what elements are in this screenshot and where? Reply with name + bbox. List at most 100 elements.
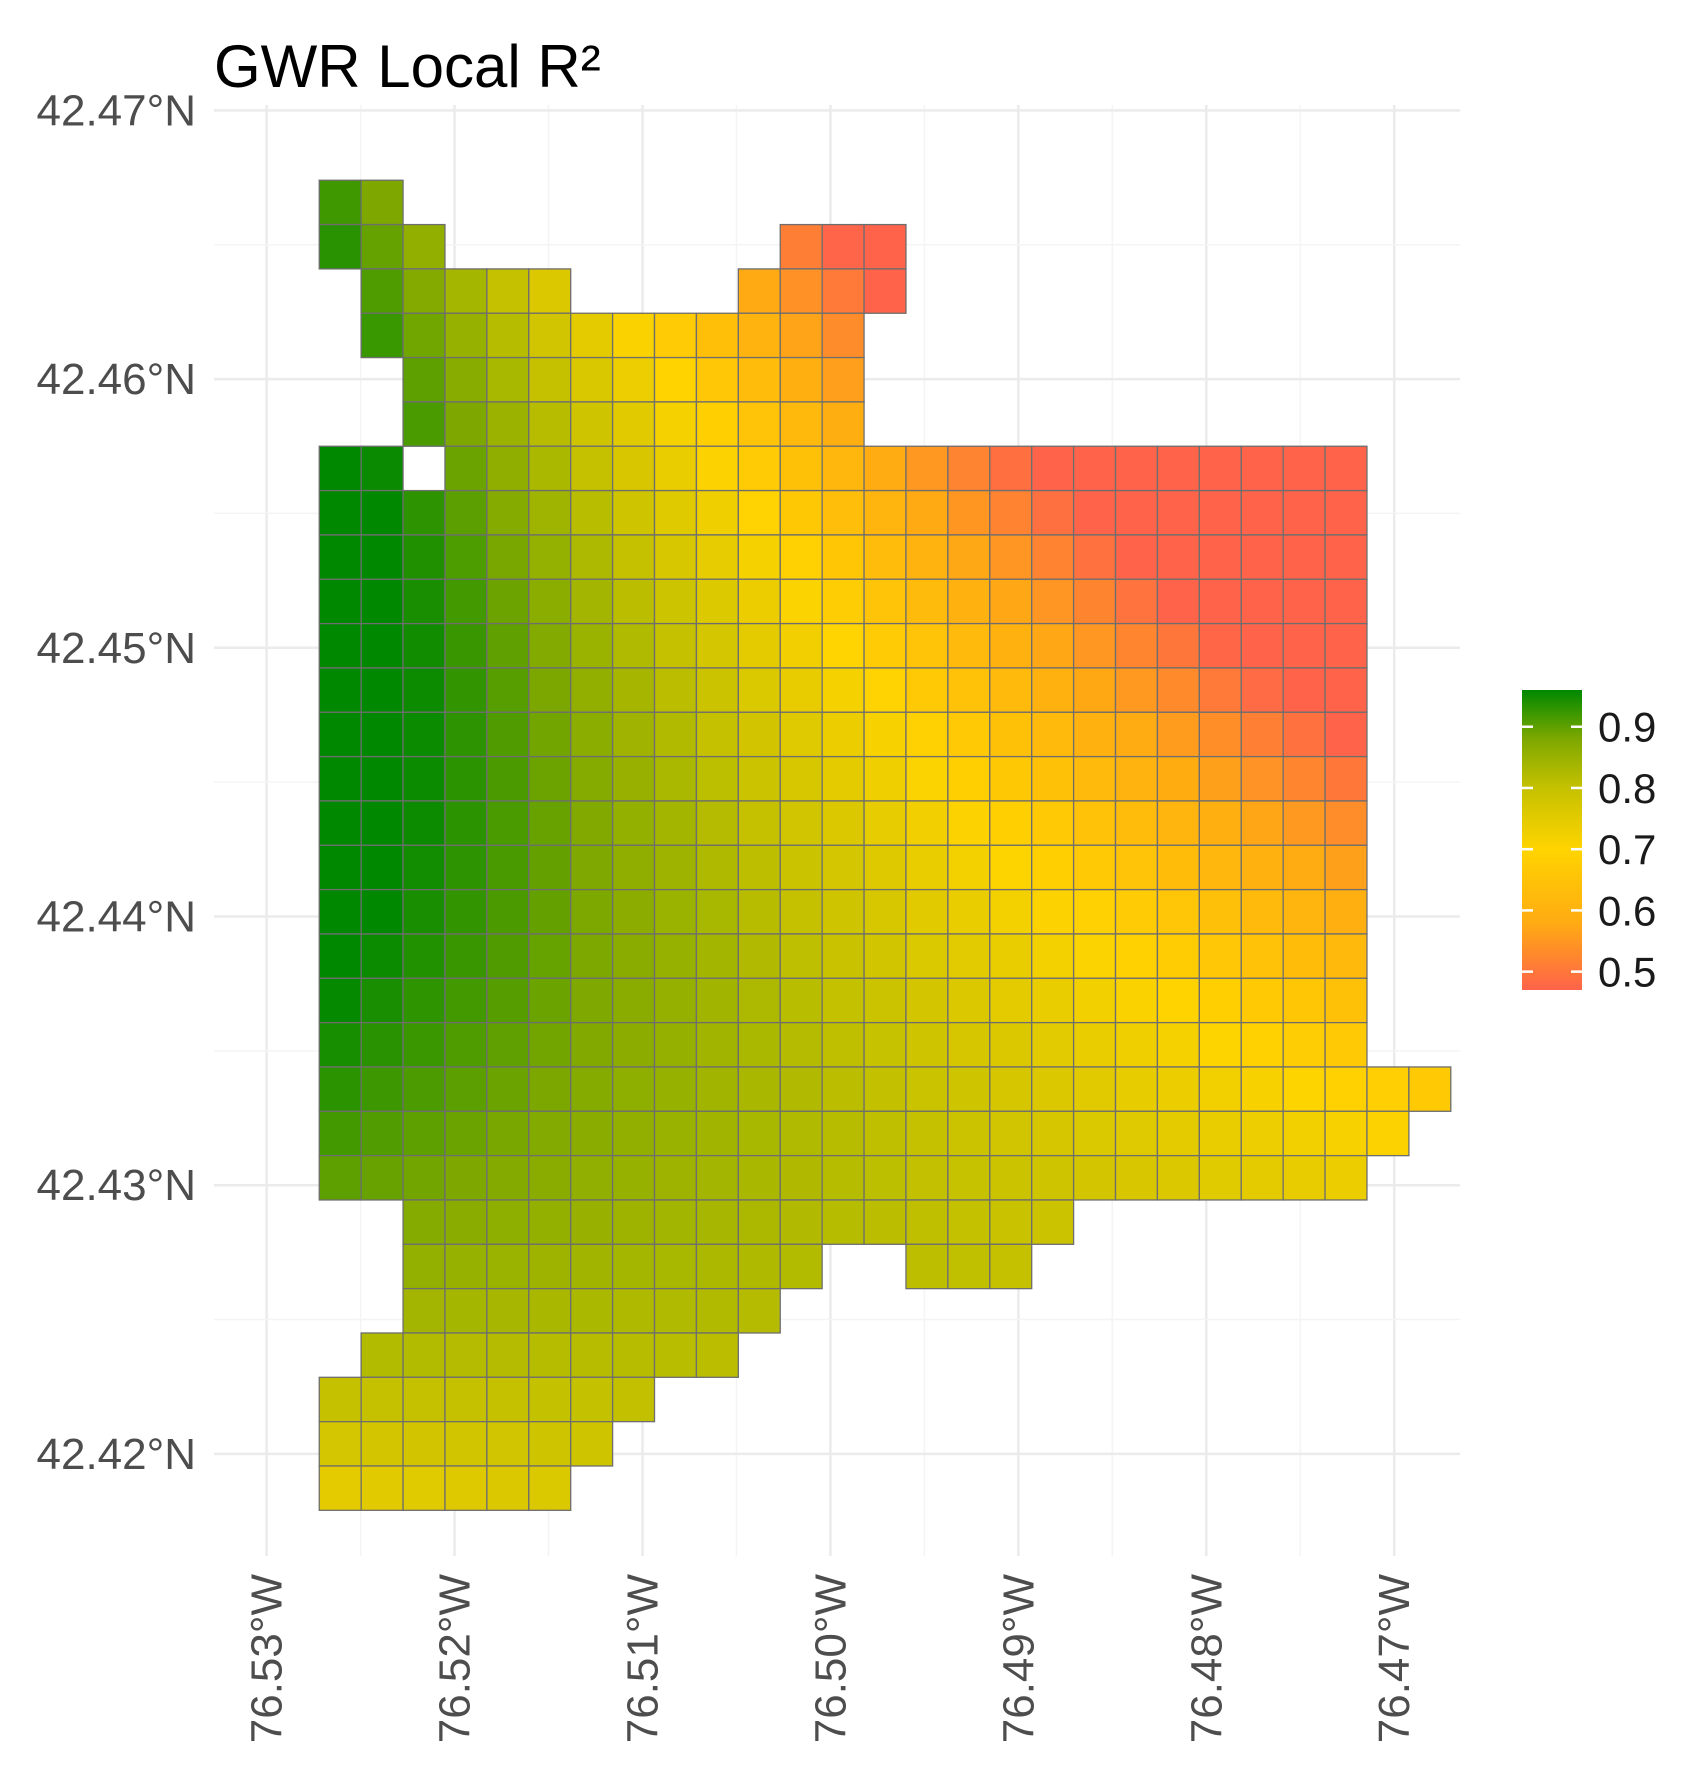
r2-cell: [821, 667, 865, 713]
r2-cell: [570, 534, 614, 580]
r2-cell: [905, 1021, 949, 1068]
r2-cell: [570, 888, 614, 935]
r2-cell: [360, 1376, 404, 1423]
r2-cell: [528, 1332, 572, 1378]
r2-cell: [444, 312, 488, 359]
y-axis-labels: 42.47°N 42.46°N 42.45°N 42.44°N 42.43°N 42.42…: [37, 86, 196, 1479]
r2-cell: [905, 667, 949, 713]
r2-cell: [360, 445, 404, 492]
r2-cell: [1282, 844, 1326, 891]
r2-cell: [821, 1110, 865, 1157]
r2-cell: [444, 1421, 488, 1467]
r2-cell: [821, 1021, 865, 1068]
r2-cell: [402, 1154, 446, 1201]
r2-cell: [570, 1199, 614, 1245]
r2-cell: [444, 445, 488, 492]
r2-cell: [989, 888, 1033, 935]
r2-cell: [528, 401, 572, 447]
r2-cell: [863, 977, 907, 1024]
r2-cell: [737, 312, 781, 359]
r2-cell: [1072, 1110, 1117, 1157]
r2-cell: [486, 1066, 530, 1112]
r2-cell: [695, 489, 739, 536]
r2-cell: [1198, 445, 1242, 492]
r2-cell: [695, 844, 739, 891]
x-axis-labels: 76.53°W 76.52°W 76.51°W 76.50°W 76.49°W 76.48…: [243, 1574, 1420, 1744]
r2-cell: [444, 268, 488, 314]
r2-cell: [1156, 445, 1200, 492]
r2-cell: [486, 711, 530, 758]
r2-cell: [737, 933, 781, 979]
r2-cell: [1198, 888, 1242, 935]
r2-cell: [737, 622, 781, 669]
r2-cell: [821, 268, 865, 314]
r2-cell: [1072, 844, 1117, 891]
r2-cell: [611, 844, 656, 891]
r2-cell: [779, 800, 823, 846]
r2-cell: [360, 711, 404, 758]
r2-cell: [486, 489, 530, 536]
y-tick-label: 42.44°N: [37, 892, 196, 941]
r2-cell: [1156, 755, 1200, 802]
r2-cell: [779, 534, 823, 580]
r2-cell: [402, 1021, 446, 1068]
r2-cell: [905, 977, 949, 1024]
r2-cell: [402, 312, 446, 359]
r2-cell: [989, 1110, 1033, 1157]
r2-cell: [653, 1287, 698, 1334]
r2-cell: [444, 534, 488, 580]
r2-cell: [486, 977, 530, 1024]
r2-cell: [653, 1110, 698, 1157]
r2-cell: [821, 977, 865, 1024]
r2-cell: [653, 1332, 698, 1378]
r2-cell: [318, 755, 362, 802]
r2-cell: [360, 1154, 404, 1201]
r2-cell: [653, 401, 698, 447]
r2-cell: [611, 888, 656, 935]
legend-tick-label: 0.5: [1598, 949, 1656, 996]
r2-cell: [779, 1154, 823, 1201]
r2-cell: [360, 1110, 404, 1157]
r2-cell: [318, 667, 362, 713]
r2-cell: [1156, 534, 1200, 580]
r2-cell: [402, 356, 446, 403]
r2-cell: [695, 578, 739, 625]
r2-cell: [695, 1021, 739, 1068]
r2-cell: [444, 1332, 488, 1378]
r2-cells: [318, 179, 1452, 1511]
legend-tick-label: 0.8: [1598, 765, 1656, 812]
r2-cell: [402, 268, 446, 314]
r2-cell: [444, 711, 488, 758]
r2-cell: [486, 800, 530, 846]
r2-cell: [570, 1332, 614, 1378]
r2-cell: [318, 711, 362, 758]
r2-cell: [1324, 1021, 1368, 1068]
r2-cell: [1156, 800, 1200, 846]
r2-cell: [1156, 578, 1200, 625]
r2-cell: [821, 1066, 865, 1112]
r2-cell: [779, 401, 823, 447]
r2-cell: [570, 755, 614, 802]
r2-cell: [737, 445, 781, 492]
r2-cell: [653, 356, 698, 403]
r2-cell: [486, 1376, 530, 1423]
r2-cell: [611, 933, 656, 979]
r2-cell: [528, 268, 572, 314]
r2-cell: [318, 1465, 362, 1511]
r2-cell: [653, 622, 698, 669]
r2-cell: [989, 1154, 1033, 1201]
r2-cell: [318, 223, 362, 270]
r2-cell: [1198, 622, 1242, 669]
r2-cell: [1072, 1021, 1117, 1068]
r2-cell: [821, 844, 865, 891]
r2-cell: [1156, 711, 1200, 758]
r2-cell: [947, 711, 991, 758]
r2-cell: [1156, 622, 1200, 669]
r2-cell: [486, 1243, 530, 1290]
r2-cell: [1114, 667, 1159, 713]
r2-cell: [653, 667, 698, 713]
r2-cell: [528, 1199, 572, 1245]
r2-cell: [653, 1066, 698, 1112]
r2-cell: [528, 755, 572, 802]
r2-cell: [360, 1021, 404, 1068]
